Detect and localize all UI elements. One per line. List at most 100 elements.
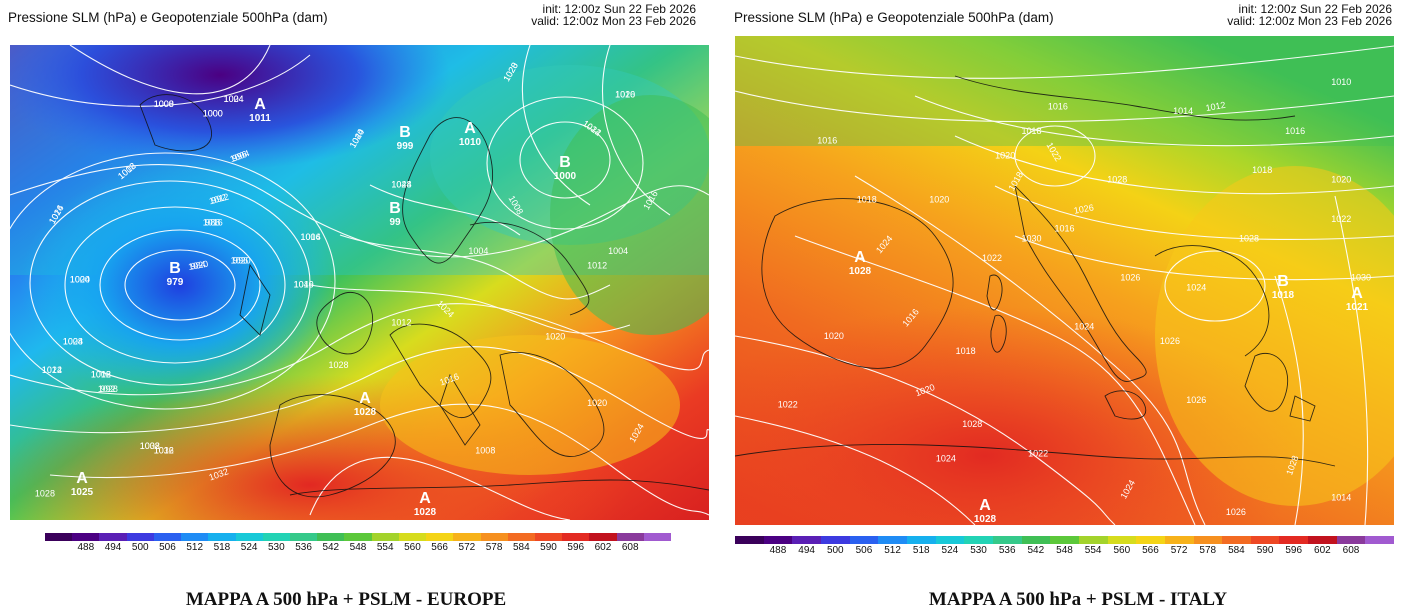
contour-label: 1020 — [545, 332, 565, 342]
contour-label: 1016 — [1048, 101, 1068, 111]
colorbar-tick-label: 542 — [1027, 545, 1045, 556]
eu-center-a4-letter: A — [76, 470, 88, 487]
colorbar-tick-label: 536 — [998, 545, 1016, 556]
contour-label: 1026 — [1120, 273, 1140, 283]
contour-label: 1028 — [1239, 233, 1259, 243]
eu-center-a5-value: 1028 — [414, 507, 437, 518]
colorbar-swatch — [1107, 536, 1137, 544]
eu-center-b4-letter: B — [389, 200, 401, 217]
contour-label: 1030 — [1022, 233, 1042, 243]
colorbar-swatch — [289, 533, 318, 541]
contour-label: 1020 — [929, 194, 949, 204]
colorbar-tick-label: 530 — [970, 545, 987, 556]
colorbar-swatch — [562, 533, 590, 541]
contour-label: 1026 — [1226, 507, 1246, 517]
contour-label: 1020 — [824, 331, 844, 341]
europe-map-svg: A 1011 B 999 A 1010 B 1000 B 979 B 99 A … — [10, 45, 709, 520]
europe-colorbar — [45, 533, 672, 541]
contour-label: 1016 — [301, 232, 321, 242]
colorbar-tick-label: 524 — [941, 545, 959, 556]
colorbar-tick-label: 584 — [512, 542, 530, 553]
contour-label: 1008 — [475, 446, 495, 456]
eu-center-a4-value: 1025 — [71, 487, 94, 498]
contour-label: 1040 — [294, 279, 314, 289]
colorbar-tick-label: 566 — [431, 542, 448, 553]
contour-label: 1024 — [936, 453, 956, 463]
colorbar-tick-label: 512 — [186, 542, 204, 553]
italy-coastlines — [735, 75, 1336, 467]
contour-label: 1008 — [140, 441, 160, 451]
contour-label: 1024 — [391, 180, 411, 190]
colorbar-swatch — [153, 533, 182, 541]
colorbar-swatch — [181, 533, 209, 541]
colorbar-swatch — [589, 533, 617, 541]
contour-label: 1020 — [1331, 175, 1351, 185]
colorbar-swatch — [643, 533, 672, 541]
contour-label: 1036 — [154, 446, 174, 456]
colorbar-swatch — [534, 533, 563, 541]
contour-label: 1028 — [98, 384, 118, 394]
colorbar-swatch — [1050, 536, 1079, 544]
contour-label: 1030 — [1351, 273, 1371, 283]
eu-center-b2-value: 1000 — [554, 171, 577, 182]
it-center-b1-letter: B — [1277, 273, 1289, 290]
contour-label: 1000 — [70, 275, 90, 285]
colorbar-tick-label: 584 — [1228, 545, 1245, 556]
colorbar-swatch — [1164, 536, 1194, 544]
eu-center-b1-value: 999 — [397, 141, 414, 152]
italy-colorbar — [735, 536, 1395, 544]
colorbar-tick-label: 560 — [1113, 545, 1131, 556]
eu-center-a3-letter: A — [359, 390, 371, 407]
colorbar-swatch — [1308, 536, 1337, 544]
contour-label: 988 — [205, 218, 220, 228]
colorbar-tick-label: 530 — [268, 542, 285, 553]
colorbar-swatch — [792, 536, 821, 544]
it-center-a2-letter: A — [979, 497, 991, 514]
colorbar-tick-label: 494 — [798, 545, 815, 556]
colorbar-swatch — [1365, 536, 1395, 544]
contour-label: 1008 — [91, 370, 111, 380]
colorbar-swatch — [99, 533, 127, 541]
colorbar-tick-label: 590 — [540, 542, 557, 553]
italy-pressure-centers: A 1028 A 1028 B 1018 A 1021 — [849, 249, 1369, 525]
colorbar-tick-label: 608 — [1342, 545, 1360, 556]
contour-label: 1026 — [1073, 202, 1094, 215]
colorbar-swatch — [507, 533, 535, 541]
colorbar-tick-label: 500 — [826, 545, 844, 556]
colorbar-swatch — [426, 533, 454, 541]
colorbar-tick-label: 542 — [322, 542, 340, 553]
colorbar-tick-label: 590 — [1256, 545, 1274, 556]
colorbar-swatch — [1021, 536, 1051, 544]
contour-label: 1004 — [63, 336, 83, 346]
contour-label: 1018 — [857, 194, 877, 204]
colorbar-tick-label: 536 — [295, 542, 312, 553]
contour-label: 1028 — [63, 336, 83, 346]
colorbar-tick-label: 506 — [159, 542, 176, 553]
contour-label: 1020 — [587, 398, 607, 408]
italy-map-title: Pressione SLM (hPa) e Geopotenziale 500h… — [734, 10, 1054, 25]
colorbar-tick-label: 572 — [1170, 545, 1188, 556]
colorbar-swatch — [616, 533, 644, 541]
colorbar-swatch — [1279, 536, 1309, 544]
contour-label: 984 — [190, 259, 207, 271]
colorbar-swatch — [208, 533, 236, 541]
contour-label: 992 — [100, 384, 115, 394]
contour-label: 1012 — [42, 365, 62, 375]
colorbar-swatch — [72, 533, 100, 541]
contour-label: 1022 — [1331, 214, 1351, 224]
contour-label: 1020 — [231, 256, 251, 266]
colorbar-tick-label: 560 — [404, 542, 421, 553]
contour-label: 1018 — [956, 346, 976, 356]
europe-panel: Pressione SLM (hPa) e Geopotenziale 500h… — [0, 0, 709, 613]
italy-contour-labels: 1010 1012 1014 1016 1018 1020 1022 1024 1026 1028… — [778, 77, 1371, 517]
contour-label: 1004 — [468, 246, 488, 256]
colorbar-swatch — [398, 533, 427, 541]
contour-label: 1004 — [301, 232, 321, 242]
colorbar-tick-label: 488 — [769, 545, 787, 556]
italy-init-time: init: 12:00z Sun 22 Feb 2026 — [1238, 2, 1392, 16]
colorbar-swatch — [1078, 536, 1108, 544]
colorbar-swatch — [45, 533, 73, 541]
contour-label: 1016 — [1285, 126, 1305, 136]
contour-label: 1024 — [1186, 282, 1206, 292]
italy-map-svg: A 1028 A 1028 B 1018 A 1021 1010 1012 1014… — [735, 36, 1394, 525]
